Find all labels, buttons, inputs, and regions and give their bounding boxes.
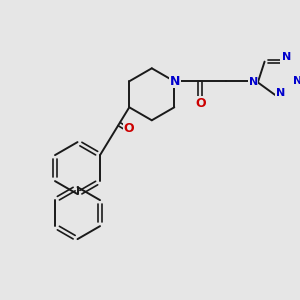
- Text: O: O: [124, 122, 134, 136]
- Text: N: N: [293, 76, 300, 85]
- Text: N: N: [282, 52, 291, 62]
- Text: O: O: [195, 97, 206, 110]
- Text: N: N: [170, 75, 180, 88]
- Text: N: N: [249, 77, 258, 87]
- Text: N: N: [275, 88, 285, 98]
